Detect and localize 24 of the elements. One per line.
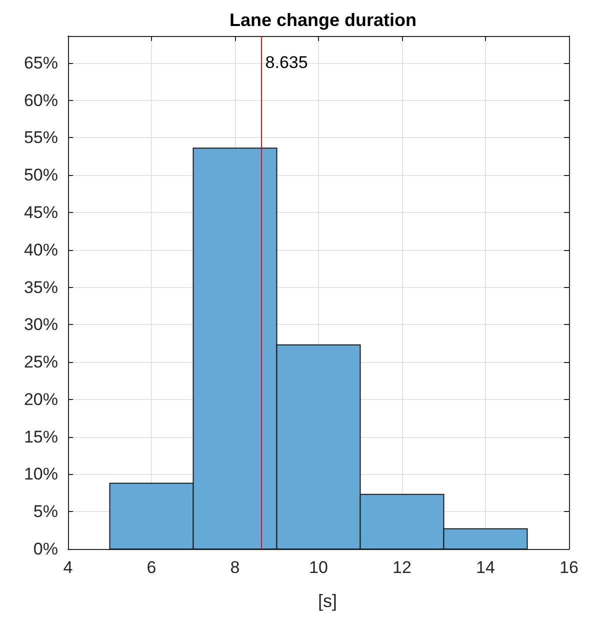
x-tick-label: 10 xyxy=(309,558,328,577)
y-tick-label: 15% xyxy=(24,427,58,446)
y-tick-label: 5% xyxy=(33,502,58,522)
y-tick-label: 10% xyxy=(24,464,58,484)
x-tick-label: 6 xyxy=(146,558,156,577)
x-tick-label: 16 xyxy=(560,558,578,577)
y-tick-label: 40% xyxy=(24,240,58,260)
y-tick-label: 50% xyxy=(24,166,58,185)
y-tick-label: 35% xyxy=(24,278,58,297)
x-tick-label: 12 xyxy=(392,558,412,577)
x-tick-label: 14 xyxy=(476,558,495,577)
x-tick-label: 4 xyxy=(63,558,73,577)
y-tick-label: 25% xyxy=(24,352,58,372)
y-tick-label: 65% xyxy=(24,53,58,72)
y-tick-label: 30% xyxy=(24,315,58,334)
x-axis-title: [s] xyxy=(318,591,338,611)
y-tick-label: 60% xyxy=(24,90,58,110)
y-tick-label: 0% xyxy=(33,540,58,558)
ref-line-label: 8.635 xyxy=(265,53,308,72)
y-tick-label: 45% xyxy=(24,202,58,222)
y-tick-label: 55% xyxy=(24,128,58,148)
chart-title: Lane change duration xyxy=(229,10,417,30)
y-tick-label: 20% xyxy=(24,390,58,409)
x-tick-label: 8 xyxy=(230,558,240,577)
